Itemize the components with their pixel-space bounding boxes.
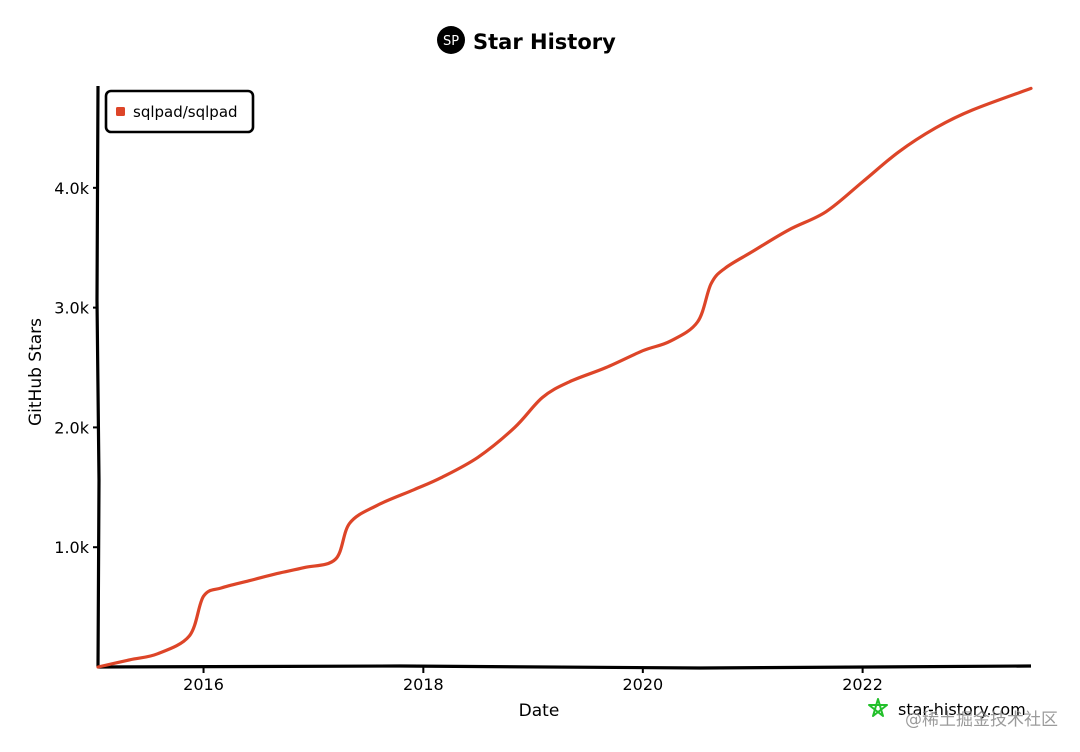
y-tick-label: 3.0k [54,299,89,318]
y-tick-label: 2.0k [54,418,89,437]
y-tick-label: 1.0k [54,538,89,557]
y-axis-line [95,85,101,668]
legend-label: sqlpad/sqlpad [133,103,238,121]
legend: sqlpad/sqlpad [104,89,255,134]
x-axis-label: Date [519,701,560,721]
legend-box [104,89,255,134]
watermark: star-history.com @稀土掘金技术社区 [868,698,1058,730]
avatar-logo [437,26,465,54]
chart-header: SP Star History [437,26,616,54]
x-axis-line [97,664,1032,670]
series-line-sqlpad [96,86,1033,669]
chart-title: Star History [473,30,616,54]
axes [95,85,1032,670]
x-tick-label: 2016 [183,675,224,694]
y-ticks: 1.0k 2.0k 3.0k 4.0k [54,179,98,557]
legend-swatch [116,107,125,116]
y-axis-label: GitHub Stars [26,318,46,426]
x-tick-label: 2020 [622,675,663,694]
x-tick-label: 2018 [403,675,444,694]
avatar-logo-text: SP [443,34,459,49]
star-outline-icon [868,698,888,717]
x-tick-label: 2022 [842,675,883,694]
watermark-site: star-history.com [898,700,1026,719]
x-ticks: 2016 2018 2020 2022 [183,667,883,694]
y-tick-label: 4.0k [54,179,89,198]
watermark-overlay: @稀土掘金技术社区 [905,710,1058,730]
